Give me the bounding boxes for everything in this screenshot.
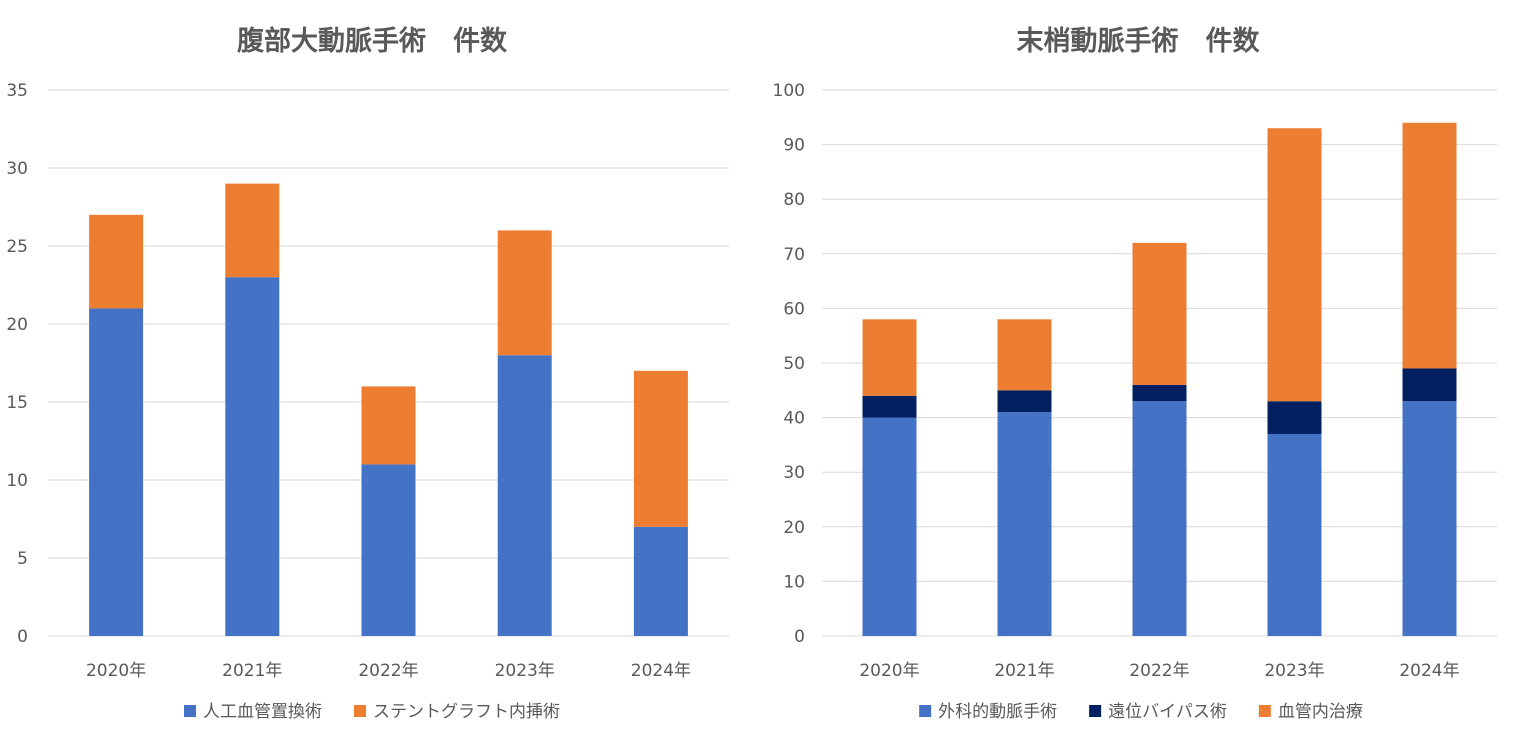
- legend-label: 外科的動脈手術: [938, 702, 1057, 722]
- legend-label: 遠位バイパス術: [1108, 702, 1227, 722]
- y-tick-label: 100: [773, 81, 805, 101]
- y-tick-label: 60: [783, 299, 805, 319]
- legend: 人工血管置換術 ステントグラフト内挿術: [184, 702, 560, 722]
- legend-swatch: [354, 705, 366, 717]
- y-tick-label: 10: [783, 572, 805, 592]
- bar-segment: [997, 390, 1052, 413]
- bar-segment: [89, 308, 144, 636]
- y-tick-label: 20: [6, 315, 28, 335]
- x-tick-label: 2023年: [495, 661, 555, 681]
- y-tick-label: 10: [6, 471, 28, 491]
- peripheral-arterial-chart: 末梢動脈手術 件数 0 10 20 30 40 50 60 70 80 90 100 2020年 202…: [773, 26, 1497, 722]
- chart-title: 末梢動脈手術 件数: [1017, 26, 1261, 57]
- y-tick-label: 80: [783, 190, 805, 210]
- legend-label: 血管内治療: [1278, 702, 1363, 722]
- x-tick-label: 2022年: [358, 661, 418, 681]
- bar-segment: [862, 319, 917, 396]
- bar-segment: [997, 412, 1052, 636]
- y-tick-label: 20: [783, 518, 805, 538]
- bar-segment: [1132, 242, 1187, 385]
- x-tick-label: 2020年: [859, 661, 919, 681]
- y-tick-label: 50: [783, 354, 805, 374]
- bar-segment: [633, 370, 688, 527]
- y-tick-label: 0: [794, 627, 805, 647]
- bar-segment: [1267, 128, 1322, 402]
- bar-segment: [225, 183, 280, 278]
- legend-swatch: [184, 705, 196, 717]
- x-tick-label: 2023年: [1264, 661, 1324, 681]
- y-tick-label: 0: [17, 627, 28, 647]
- bar-segment: [225, 277, 280, 636]
- y-tick-label: 35: [6, 81, 28, 101]
- x-tick-label: 2024年: [1399, 661, 1459, 681]
- x-tick-label: 2024年: [631, 661, 691, 681]
- bar-segment: [361, 464, 416, 636]
- abdominal-aortic-chart: 腹部大動脈手術 件数 0 5 10 15 20 25 30 35 2020年 2021年 2022年…: [6, 25, 729, 722]
- legend-label: 人工血管置換術: [203, 702, 322, 722]
- bar-segment: [1402, 122, 1457, 369]
- bar-segment: [89, 214, 144, 309]
- y-tick-label: 5: [17, 549, 28, 569]
- bar-segment: [862, 395, 917, 418]
- bar-segment: [361, 386, 416, 465]
- legend-label: ステントグラフト内挿術: [373, 702, 560, 722]
- legend-item: ステントグラフト内挿術: [354, 702, 560, 722]
- y-tick-label: 30: [783, 463, 805, 483]
- y-tick-label: 90: [783, 136, 805, 156]
- bar-segment: [997, 319, 1052, 391]
- bar-segment: [1132, 401, 1187, 636]
- y-tick-label: 40: [783, 409, 805, 429]
- bar-segment: [633, 526, 688, 636]
- bar-segment: [1267, 401, 1322, 434]
- legend-item: 遠位バイパス術: [1089, 702, 1227, 722]
- x-tick-label: 2021年: [994, 661, 1054, 681]
- x-tick-label: 2021年: [222, 661, 282, 681]
- abdominal-plot-area: 0 5 10 15 20 25 30 35 2020年 2021年 2022年 2023年 2024年人…: [6, 81, 729, 722]
- bar-segment: [497, 355, 552, 636]
- bar-segment: [862, 417, 917, 636]
- peripheral-plot-area: 0 10 20 30 40 50 60 70 80 90 100 2020年 2021年 2022年 202…: [773, 81, 1497, 722]
- bar-segment: [1267, 433, 1322, 636]
- legend-swatch: [919, 705, 932, 717]
- legend-swatch: [1258, 705, 1271, 717]
- y-tick-label: 30: [6, 159, 28, 179]
- chart-title: 腹部大動脈手術 件数: [236, 25, 508, 57]
- x-tick-label: 2020年: [86, 661, 146, 681]
- y-tick-label: 70: [783, 245, 805, 265]
- x-tick-label: 2022年: [1129, 661, 1189, 681]
- legend-item: 血管内治療: [1258, 702, 1363, 722]
- legend-swatch: [1089, 705, 1102, 717]
- legend: 外科的動脈手術 遠位バイパス術 血管内治療: [919, 702, 1363, 722]
- legend-item: 外科的動脈手術: [919, 702, 1057, 722]
- y-tick-label: 25: [6, 237, 28, 257]
- y-tick-label: 15: [6, 393, 28, 413]
- bar-segment: [1132, 384, 1187, 402]
- bar-segment: [1402, 368, 1457, 402]
- bar-segment: [1402, 401, 1457, 636]
- bar-segment: [497, 230, 552, 356]
- legend-item: 人工血管置換術: [184, 702, 322, 722]
